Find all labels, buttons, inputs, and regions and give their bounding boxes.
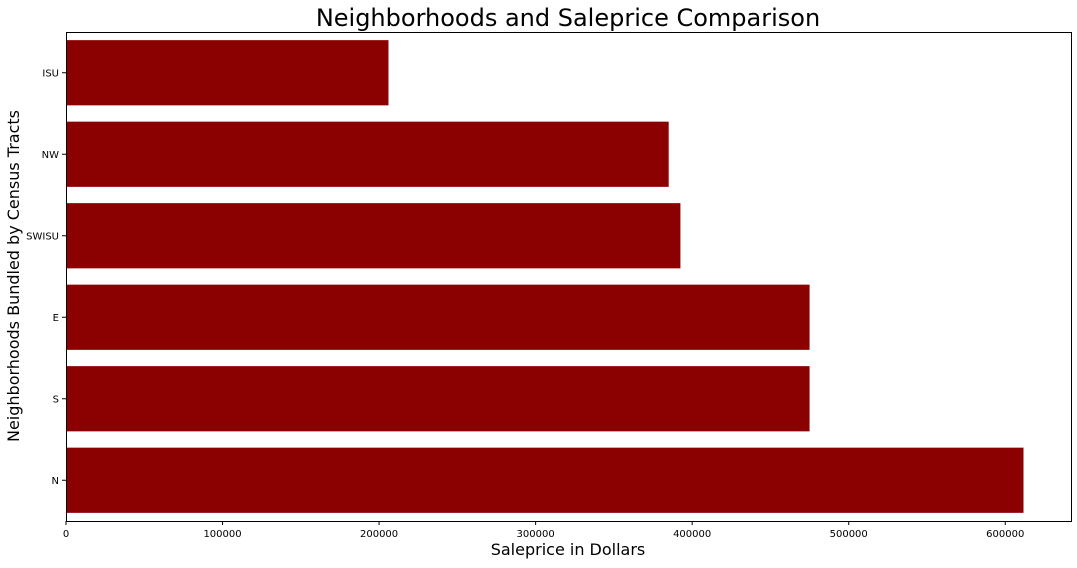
- y-tick-label: N: [52, 476, 59, 487]
- y-tick-label: E: [53, 313, 59, 324]
- bar-isu: [66, 40, 389, 106]
- x-tick-label: 300000: [517, 529, 555, 540]
- x-tick-label: 100000: [203, 529, 241, 540]
- y-tick-label: ISU: [42, 68, 59, 79]
- plot-frame: [66, 32, 1072, 522]
- bar-nw: [66, 121, 669, 187]
- x-axis-ticks: 0 100000 200000 300000 400000 500000 600000: [63, 521, 1024, 540]
- x-tick-label: 600000: [986, 529, 1024, 540]
- bar-e: [66, 284, 810, 350]
- x-axis-title: Saleprice in Dollars: [491, 540, 646, 559]
- x-tick-label: 500000: [830, 529, 868, 540]
- y-tick-label: S: [53, 394, 59, 405]
- bar-s: [66, 366, 810, 432]
- y-tick-label: NW: [42, 150, 59, 161]
- y-axis-title: Neighborhoods Bundled by Census Tracts: [4, 110, 23, 442]
- chart-title: Neighborhoods and Saleprice Comparison: [316, 4, 820, 32]
- bar-n: [66, 447, 1024, 513]
- x-tick-label: 0: [63, 529, 69, 540]
- y-tick-label: SWISU: [26, 231, 59, 242]
- y-axis-ticks: ISU NW SWISU E S N: [26, 68, 66, 487]
- x-tick-label: 200000: [360, 529, 398, 540]
- bar-swisu: [66, 203, 681, 269]
- x-tick-label: 400000: [673, 529, 711, 540]
- bars-group: [66, 40, 1024, 513]
